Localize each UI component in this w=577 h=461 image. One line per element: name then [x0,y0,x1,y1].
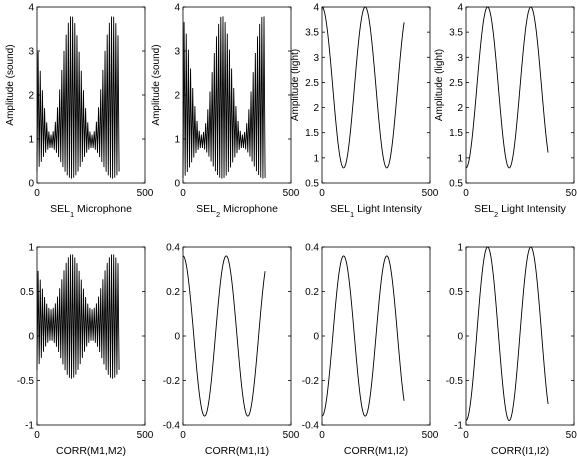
y-tick-label: 1.5 [305,128,319,139]
x-axis-label: SEL1 Light Intensity [330,203,422,219]
y-tick-label: 4 [457,3,463,14]
y-tick-label: 3 [457,53,463,64]
y-tick-label: 1.5 [449,128,463,139]
x-axis-label: SEL1 Microphone [50,203,132,219]
series-line [36,16,120,179]
y-tick-label: 0 [174,179,180,190]
x-tick-label: 500 [137,430,154,441]
x-tick-label: 0 [319,430,325,441]
y-tick-label: 0 [28,179,34,190]
axes-frame [321,6,431,184]
y-tick-label: -0.4 [302,421,320,432]
subplot-7: -0.4 -0.2 0 0.2 0.4 0 500 CORR(M1,I2) [302,243,439,458]
y-tick-label: 0.5 [449,179,463,190]
y-tick-label: 3.5 [449,28,463,39]
series-line [465,6,549,169]
y-tick-label: 0 [313,332,319,343]
y-tick-label: 1 [457,243,463,254]
y-tick-label: 3.5 [305,28,319,39]
series-line [182,255,266,417]
y-tick-label: 2 [457,103,463,114]
x-tick-label: 500 [137,188,154,199]
subplot-1: 0 1 2 3 4 0 500 SEL1 Microphone Amplitude (sound… [5,3,154,219]
y-tick-label: 2.5 [449,78,463,89]
series-line [465,246,549,422]
y-tick-label: 0.5 [305,179,319,190]
y-axis-label: Amplitude (light) [434,49,445,121]
x-axis-label: CORR(M1,I1) [205,445,269,457]
series-line [182,16,266,179]
axes-frame [36,6,146,184]
y-tick-label: 3 [313,53,319,64]
y-tick-label: 0.4 [166,243,180,254]
subplot-8: -1 -0.5 0 0.5 1 0 500 CORR(I1,I2) [446,243,577,458]
x-tick-label: 500 [566,188,577,199]
x-tick-label: 0 [180,430,186,441]
x-axis-label: CORR(I1,I2) [491,445,549,457]
x-axis-label: SEL2 Light Intensity [474,203,566,219]
y-tick-label: 0.4 [305,243,319,254]
x-axis-label: CORR(M1,M2) [56,445,126,457]
y-tick-label: 0.2 [305,287,319,298]
x-tick-label: 0 [463,188,469,199]
y-tick-label: -0.2 [163,376,181,387]
y-tick-label: -1 [25,421,34,432]
axes-frame [465,6,575,184]
y-tick-label: -0.4 [163,421,181,432]
x-tick-label: 500 [566,430,577,441]
y-tick-label: 1 [457,153,463,164]
y-axis-label: Amplitude (light) [290,49,301,121]
y-tick-label: 4 [174,3,180,14]
x-tick-label: 0 [34,430,40,441]
y-tick-label: 3 [28,47,34,58]
y-tick-label: 1 [28,135,34,146]
y-tick-label: 2.5 [305,78,319,89]
x-tick-label: 500 [283,188,300,199]
x-tick-label: 0 [34,188,40,199]
y-tick-label: -1 [454,421,463,432]
x-axis-label: SEL2 Microphone [196,203,278,219]
x-tick-label: 500 [422,188,439,199]
x-axis-label: CORR(M1,I2) [344,445,408,457]
x-tick-label: 500 [422,430,439,441]
y-tick-label: 0.5 [20,287,34,298]
subplot-6: -0.4 -0.2 0 0.2 0.4 0 500 CORR(M1,I1) [163,243,300,458]
y-tick-label: 2 [28,91,34,102]
y-tick-label: -0.2 [302,376,320,387]
series-line [36,254,120,379]
y-tick-label: 2 [313,103,319,114]
x-tick-label: 0 [319,188,325,199]
y-tick-label: 2 [174,91,180,102]
y-tick-label: 0 [28,332,34,343]
y-tick-label: 1 [174,135,180,146]
y-tick-label: 4 [313,3,319,14]
y-tick-label: 1 [313,153,319,164]
y-tick-label: -0.5 [446,376,464,387]
x-tick-label: 500 [283,430,300,441]
y-tick-label: 0 [457,332,463,343]
axes-frame [182,6,292,184]
x-tick-label: 0 [180,188,186,199]
y-tick-label: 0 [174,332,180,343]
y-tick-label: 0.5 [449,287,463,298]
x-tick-label: 0 [463,430,469,441]
y-tick-label: 4 [28,3,34,14]
subplot-2: 0 1 2 3 4 0 500 SEL2 Microphone Amplitude (sound… [151,3,300,219]
subplot-5: -1 -0.5 0 0.5 1 0 500 CORR(M1,M2) [17,243,154,458]
y-tick-label: 0.2 [166,287,180,298]
y-tick-label: 3 [174,47,180,58]
y-tick-label: 1 [28,243,34,254]
series-line [321,6,405,169]
y-axis-label: Amplitude (sound) [5,44,16,125]
y-tick-label: -0.5 [17,376,35,387]
y-axis-label: Amplitude (sound) [151,44,162,125]
series-line [321,255,405,417]
